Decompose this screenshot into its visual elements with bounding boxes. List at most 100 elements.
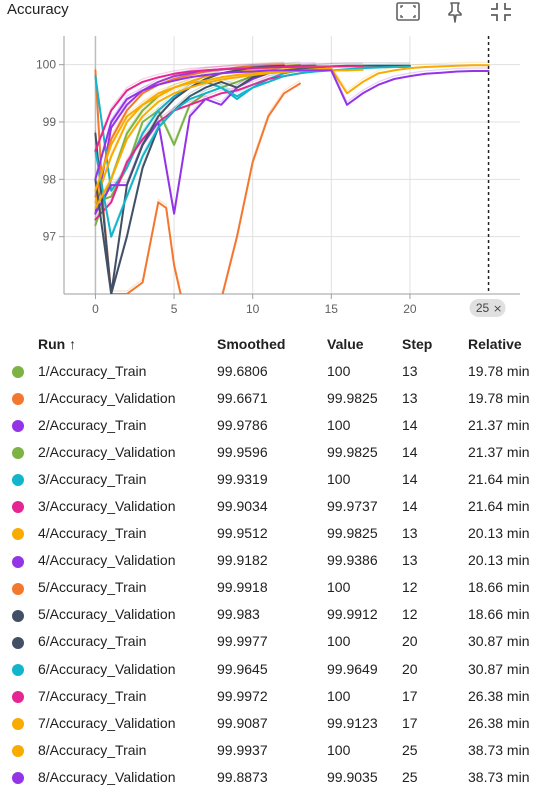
relative-cell: 18.66 min	[468, 606, 530, 623]
accuracy-line-chart[interactable]: 0 5 10 15 20 97 98 99 100 25 ×	[0, 28, 540, 324]
value-cell: 99.9386	[327, 552, 378, 569]
series-raw-line	[94, 62, 363, 148]
value-cell: 100	[327, 579, 351, 596]
value-column-header[interactable]: Value	[327, 335, 364, 352]
relative-cell: 21.64 min	[468, 498, 530, 515]
run-color-cell	[0, 574, 38, 601]
smoothed-cell: 99.9034	[217, 498, 268, 515]
run-color-swatch	[12, 718, 24, 731]
cursor-chip[interactable]	[469, 299, 506, 317]
series-raw-line	[94, 62, 285, 292]
run-name-cell: 8/Accuracy_Validation	[38, 768, 176, 785]
run-column-header[interactable]: Run ↑	[38, 330, 217, 357]
run-name-cell: 1/Accuracy_Validation	[38, 389, 176, 406]
relative-cell: 19.78 min	[468, 389, 530, 406]
cursor-step-label: 25	[476, 301, 490, 315]
run-color-cell	[0, 709, 38, 736]
y-tick-label: 98	[43, 172, 57, 186]
run-color-swatch	[12, 365, 24, 378]
value-cell: 99.9825	[327, 443, 378, 460]
value-cell: 100	[327, 741, 351, 758]
table-row[interactable]: 5/Accuracy_Validation 99.983 99.9912 12 18.6…	[0, 601, 540, 628]
value-cell: 100	[327, 416, 351, 433]
table-row[interactable]: 2/Accuracy_Validation 99.9596 99.9825 14 21.…	[0, 438, 540, 465]
run-color-swatch	[12, 636, 24, 649]
table-row[interactable]: 1/Accuracy_Train 99.6806 100 13 19.78 min	[0, 357, 540, 384]
table-row[interactable]: 6/Accuracy_Validation 99.9645 99.9649 20 30.…	[0, 655, 540, 682]
table-row[interactable]: 3/Accuracy_Train 99.9319 100 14 21.64 min	[0, 465, 540, 492]
smoothed-cell: 99.9786	[217, 416, 268, 433]
relative-cell: 38.73 min	[468, 768, 530, 785]
run-name-cell: 5/Accuracy_Validation	[38, 606, 176, 623]
table-row[interactable]: 4/Accuracy_Train 99.9512 99.9825 13 20.13 mi…	[0, 520, 540, 547]
collapse-icon[interactable]	[488, 0, 514, 24]
run-color-cell	[0, 763, 38, 790]
table-row[interactable]: 5/Accuracy_Train 99.9918 100 12 18.66 min	[0, 574, 540, 601]
run-color-cell	[0, 438, 38, 465]
table-row[interactable]: 7/Accuracy_Train 99.9972 100 17 26.38 min	[0, 682, 540, 709]
x-tick-label: 20	[403, 302, 417, 316]
chart-axes: 0 5 10 15 20 97 98 99 100	[36, 36, 520, 316]
relative-cell: 26.38 min	[468, 714, 530, 731]
step-cursor[interactable]: 25 ×	[469, 36, 506, 317]
table-row[interactable]: 4/Accuracy_Validation 99.9182 99.9386 13 20.…	[0, 547, 540, 574]
x-tick-label: 15	[325, 302, 339, 316]
smoothed-cell: 99.9977	[217, 633, 268, 650]
step-cell: 20	[402, 633, 418, 650]
step-cell: 12	[402, 579, 418, 596]
run-name-cell: 6/Accuracy_Validation	[38, 660, 176, 677]
step-cell: 25	[402, 768, 418, 785]
value-cell: 99.9825	[327, 525, 378, 542]
step-cell: 13	[402, 362, 418, 379]
run-name-cell: 3/Accuracy_Validation	[38, 498, 176, 515]
series-line-2	[94, 69, 301, 294]
fit-domain-icon[interactable]	[395, 0, 421, 24]
smoothed-cell: 99.9972	[217, 687, 268, 704]
table-row[interactable]: 6/Accuracy_Train 99.9977 100 20 30.87 min	[0, 628, 540, 655]
table-header-row: Run ↑ Smoothed Value Step Relative	[0, 330, 540, 357]
smoothed-cell: 99.6806	[217, 362, 268, 379]
step-cell: 17	[402, 687, 418, 704]
run-name-cell: 3/Accuracy_Train	[38, 470, 147, 487]
close-icon[interactable]: ×	[493, 302, 502, 315]
step-cell: 14	[402, 498, 418, 515]
run-name-cell: 6/Accuracy_Train	[38, 633, 147, 650]
value-cell: 100	[327, 362, 351, 379]
run-color-swatch	[12, 528, 24, 541]
run-name-cell: 4/Accuracy_Validation	[38, 552, 176, 569]
relative-column-header[interactable]: Relative	[468, 335, 522, 352]
value-cell: 100	[327, 470, 351, 487]
table-row[interactable]: 3/Accuracy_Validation 99.9034 99.9737 14 21.…	[0, 492, 540, 519]
run-color-cell	[0, 357, 38, 384]
table-row[interactable]: 8/Accuracy_Train 99.9937 100 25 38.73 min	[0, 736, 540, 763]
pin-icon[interactable]	[442, 0, 468, 24]
run-color-swatch	[12, 420, 24, 433]
y-tick-label: 99	[43, 115, 57, 129]
step-cell: 13	[402, 552, 418, 569]
series-raw-line	[94, 66, 489, 177]
run-name-cell: 4/Accuracy_Train	[38, 525, 147, 542]
series-line-9	[94, 64, 286, 198]
smoothed-cell: 99.9182	[217, 552, 268, 569]
value-cell: 99.9737	[327, 498, 378, 515]
table-row[interactable]: 8/Accuracy_Validation 99.8873 99.9035 25 38.…	[0, 763, 540, 790]
run-name-cell: 8/Accuracy_Train	[38, 741, 147, 758]
run-color-cell	[0, 492, 38, 519]
relative-cell: 38.73 min	[468, 741, 530, 758]
smoothed-cell: 99.983	[217, 606, 260, 623]
table-row[interactable]: 2/Accuracy_Train 99.9786 100 14 21.37 min	[0, 411, 540, 438]
step-column-header[interactable]: Step	[402, 335, 433, 352]
table-row[interactable]: 1/Accuracy_Validation 99.6671 99.9825 13 19.…	[0, 384, 540, 411]
smoothed-cell: 99.9596	[217, 443, 268, 460]
card-header: Accuracy	[0, 0, 540, 26]
smoothed-cell: 99.9087	[217, 714, 268, 731]
table-row[interactable]: 7/Accuracy_Validation 99.9087 99.9123 17 26.…	[0, 709, 540, 736]
run-color-swatch	[12, 501, 24, 514]
run-name-cell: 1/Accuracy_Train	[38, 362, 147, 379]
smoothed-cell: 99.8873	[217, 768, 268, 785]
x-tick-label: 10	[246, 302, 260, 316]
smoothed-column-header[interactable]: Smoothed	[217, 335, 286, 352]
run-header-label: Run	[38, 335, 66, 352]
value-cell: 99.9123	[327, 714, 378, 731]
step-cell: 17	[402, 714, 418, 731]
